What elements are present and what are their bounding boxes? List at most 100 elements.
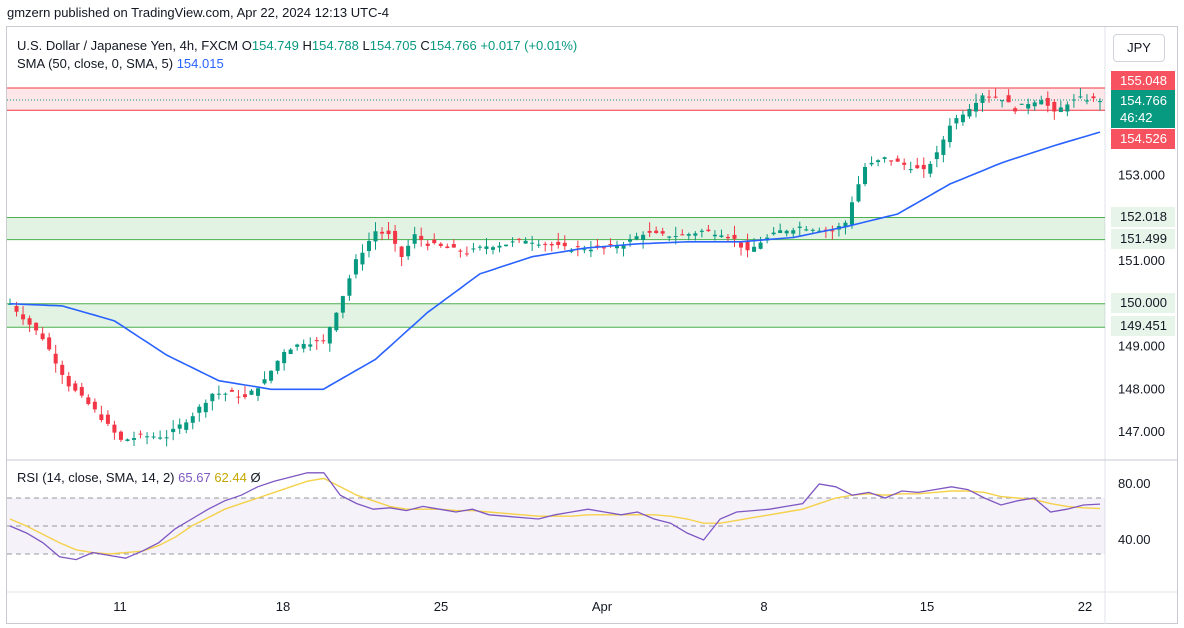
candle-body — [47, 337, 52, 350]
candle-body — [1071, 99, 1076, 101]
candle-body — [608, 244, 613, 246]
candle-body — [386, 230, 391, 235]
candle-body — [973, 102, 978, 112]
candle-body — [739, 242, 744, 248]
candle-body — [73, 383, 78, 391]
candle-body — [536, 244, 541, 246]
rsi-y-tick-label: 40.00 — [1118, 532, 1151, 547]
candle-body — [79, 387, 84, 396]
candle-body — [1091, 96, 1096, 99]
candle-body — [641, 234, 646, 240]
candle-body — [132, 438, 137, 440]
candle-body — [680, 234, 685, 236]
candle-body — [863, 166, 868, 185]
candle-body — [490, 247, 496, 250]
candle-body — [621, 245, 626, 249]
candle-body — [856, 184, 861, 202]
candle-body — [1058, 107, 1063, 113]
x-tick-label: 15 — [920, 599, 934, 614]
published-header: gmzern published on TradingView.com, Apr… — [7, 5, 390, 20]
candle-body — [308, 344, 313, 347]
candle-body — [249, 390, 254, 395]
candle-body — [301, 343, 306, 349]
candle-body — [158, 437, 163, 439]
legend-change: +0.017 (+0.01%) — [480, 38, 578, 53]
candle-body — [438, 243, 443, 246]
candle-body — [210, 393, 215, 402]
x-tick-label: 8 — [760, 599, 767, 614]
candle-body — [334, 312, 339, 331]
candle-body — [778, 230, 783, 234]
legend-open-label: O — [241, 38, 252, 53]
candle-body — [628, 239, 633, 242]
candle-body — [895, 158, 900, 162]
tag-zone1-bottom: 151.499 — [1111, 229, 1175, 249]
candle-body — [1097, 101, 1103, 103]
y-tick-label: 147.000 — [1118, 424, 1165, 439]
axes-layer: 153.000 151.000 149.000 148.000 147.000 80.00… — [113, 168, 1165, 615]
chart-frame — [6, 26, 1178, 624]
tag-resistance-bottom: 154.526 — [1111, 129, 1175, 149]
tag-resistance-top: 155.048 — [1111, 71, 1175, 91]
candle-body — [171, 428, 176, 433]
rsi-legend-ma: 62.44 — [214, 470, 247, 485]
tag-zone1-top: 152.018 — [1111, 207, 1175, 227]
candle-body — [523, 240, 528, 244]
candle-body — [458, 250, 463, 252]
candle-body — [118, 431, 123, 440]
candle-body — [14, 306, 19, 312]
candle-body — [582, 249, 587, 251]
zone-resistance — [7, 87, 1105, 111]
candle-body — [373, 231, 378, 242]
candles-layer — [7, 88, 1103, 447]
tag-zone2-top: 150.000 — [1111, 293, 1175, 313]
candle-body — [353, 259, 358, 275]
candle-body — [556, 241, 561, 246]
rsi-layer — [7, 472, 1105, 561]
tag-zone2-bottom: 149.451 — [1111, 316, 1175, 336]
candle-body — [151, 436, 156, 438]
legend-close-label: C — [420, 38, 430, 53]
candle-body — [145, 436, 150, 438]
rsi-legend-value: 65.67 — [178, 470, 211, 485]
candle-body — [314, 340, 319, 342]
candle-body — [660, 231, 665, 234]
legend-high: 154.788 — [311, 38, 359, 53]
candle-body — [719, 235, 724, 237]
candle-body — [125, 439, 130, 441]
candle-body — [190, 416, 195, 423]
candle-body — [21, 314, 26, 320]
legend-row-sma: SMA (50, close, 0, SMA, 5) 154.015 — [17, 55, 577, 73]
candle-body — [575, 246, 580, 248]
candle-body — [464, 253, 469, 255]
candle-body — [817, 230, 822, 232]
x-tick-label: 18 — [276, 599, 290, 614]
candle-body — [614, 246, 620, 249]
candle-body — [510, 241, 515, 243]
y-tick-label: 148.000 — [1118, 381, 1165, 396]
currency-button[interactable]: JPY — [1113, 34, 1165, 62]
candle-body — [242, 394, 247, 398]
candle-body — [745, 241, 750, 251]
candle-body — [960, 114, 965, 123]
candle-body — [177, 424, 182, 429]
rsi-line — [9, 472, 1101, 561]
rsi-y-tick-label: 80.00 — [1118, 476, 1151, 491]
candle-body — [693, 233, 698, 236]
candle-body — [484, 246, 489, 249]
zone-support-2 — [7, 303, 1105, 328]
candle-body — [543, 243, 548, 245]
candle-body — [40, 333, 45, 340]
candle-body — [993, 96, 998, 98]
zone-support-1 — [7, 217, 1105, 240]
candle-body — [699, 230, 704, 232]
candle-body — [366, 241, 371, 252]
y-tick-label: 153.000 — [1118, 168, 1165, 183]
candle-body — [947, 125, 952, 143]
candle-body — [987, 96, 992, 98]
rsi-legend-label: RSI (14, close, SMA, 14, 2) — [17, 470, 175, 485]
candle-body — [216, 393, 221, 395]
candle-body — [1065, 104, 1070, 112]
candle-body — [530, 242, 535, 244]
